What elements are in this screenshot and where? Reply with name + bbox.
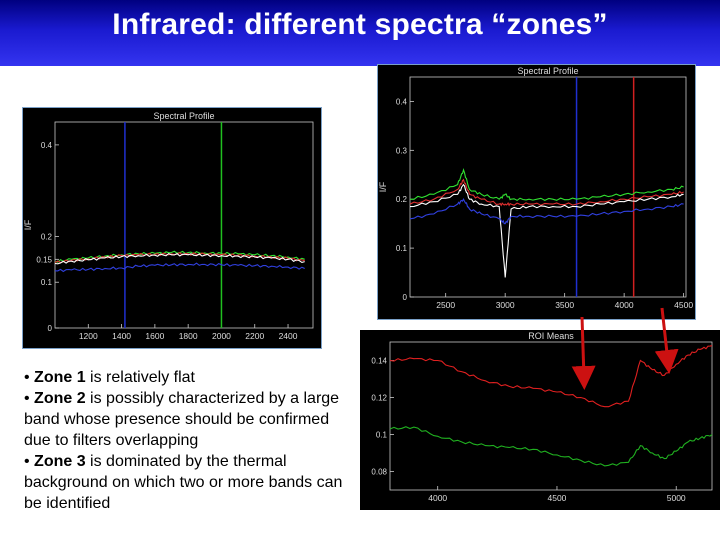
x-tick-label: 3500 xyxy=(555,300,574,310)
y-tick-label: 0.3 xyxy=(396,146,408,155)
y-tick-label: 0.12 xyxy=(371,394,387,403)
y-tick-label: 0.14 xyxy=(371,357,387,366)
roi-means-zone3: ROI Means 4000 4500 5000 0.08 0.1 0.12 0.14 xyxy=(360,330,720,510)
y-tick-label: 0.1 xyxy=(41,278,53,287)
x-tick-label: 2200 xyxy=(245,331,264,341)
x-tick-label: 1400 xyxy=(112,331,131,341)
series-line-2 xyxy=(54,252,305,265)
series-line-3 xyxy=(54,262,305,273)
chart-title: Spectral Profile xyxy=(153,111,214,121)
plot-frame xyxy=(409,76,687,298)
x-tick-label: 4500 xyxy=(674,300,693,310)
bullet-zone3: • Zone 3 is dominated by the thermal bac… xyxy=(24,453,343,512)
x-tick-label: 2000 xyxy=(212,331,231,341)
slide-title: Infrared: different spectra “zones” xyxy=(112,8,608,41)
chart-zone2: Spectral Profile I/F 2500 3000 3500 4000 4500 0… xyxy=(378,66,693,310)
x-tick-label: 2400 xyxy=(279,331,298,341)
chart-title: Spectral Profile xyxy=(517,66,578,76)
x-tick-label: 4500 xyxy=(548,493,567,503)
y-tick-label: 0.2 xyxy=(41,232,53,241)
series-line-3 xyxy=(409,197,684,225)
series-line-1 xyxy=(389,426,713,467)
x-tick-label: 1600 xyxy=(145,331,164,341)
title-bar: Infrared: different spectra “zones” xyxy=(0,0,720,66)
series-line-1 xyxy=(409,178,684,207)
bullet-zone2: • Zone 2 is possibly characterized by a … xyxy=(24,390,340,449)
y-axis-label: I/F xyxy=(23,219,33,230)
y-tick-label: 0.2 xyxy=(396,195,408,204)
chart-zone3: ROI Means 4000 4500 5000 0.08 0.1 0.12 0.14 xyxy=(371,331,713,503)
spectral-profile-zone1: Spectral Profile I/F 1200 1400 1600 1800 2000 2… xyxy=(22,107,322,349)
x-tick-label: 2500 xyxy=(436,300,455,310)
chart-title: ROI Means xyxy=(528,331,574,341)
x-tick-label: 1800 xyxy=(179,331,198,341)
bullet-zone1: • Zone 1 is relatively flat xyxy=(24,369,195,386)
x-tick-label: 4000 xyxy=(615,300,634,310)
y-tick-label: 0 xyxy=(48,324,53,333)
y-tick-label: 0.1 xyxy=(396,244,408,253)
y-axis-label: I/F xyxy=(378,181,388,192)
x-tick-label: 5000 xyxy=(667,493,686,503)
series-line-0 xyxy=(409,168,684,202)
series-line-2 xyxy=(409,183,684,278)
y-tick-label: 0.4 xyxy=(41,141,53,150)
x-tick-label: 4000 xyxy=(428,493,447,503)
bullet-list: • Zone 1 is relatively flat • Zone 2 is … xyxy=(24,367,354,514)
x-tick-label: 3000 xyxy=(496,300,515,310)
zone1-label: Zone 1 xyxy=(34,369,86,386)
y-tick-label: 0.15 xyxy=(36,255,52,264)
y-tick-label: 0 xyxy=(403,293,408,302)
x-tick-label: 1200 xyxy=(79,331,98,341)
series-line-0 xyxy=(389,345,713,408)
chart-zone1: Spectral Profile I/F 1200 1400 1600 1800 2000 2… xyxy=(23,111,314,341)
y-tick-label: 0.1 xyxy=(376,431,388,440)
plot-frame xyxy=(54,121,314,329)
y-tick-label: 0.4 xyxy=(396,97,408,106)
zone2-label: Zone 2 xyxy=(34,390,86,407)
y-tick-label: 0.08 xyxy=(371,468,387,477)
zone3-label: Zone 3 xyxy=(34,453,86,470)
spectral-profile-zone2: Spectral Profile I/F 2500 3000 3500 4000 4500 0… xyxy=(377,64,696,320)
plot-frame xyxy=(389,341,713,491)
series-line-1 xyxy=(54,252,305,264)
